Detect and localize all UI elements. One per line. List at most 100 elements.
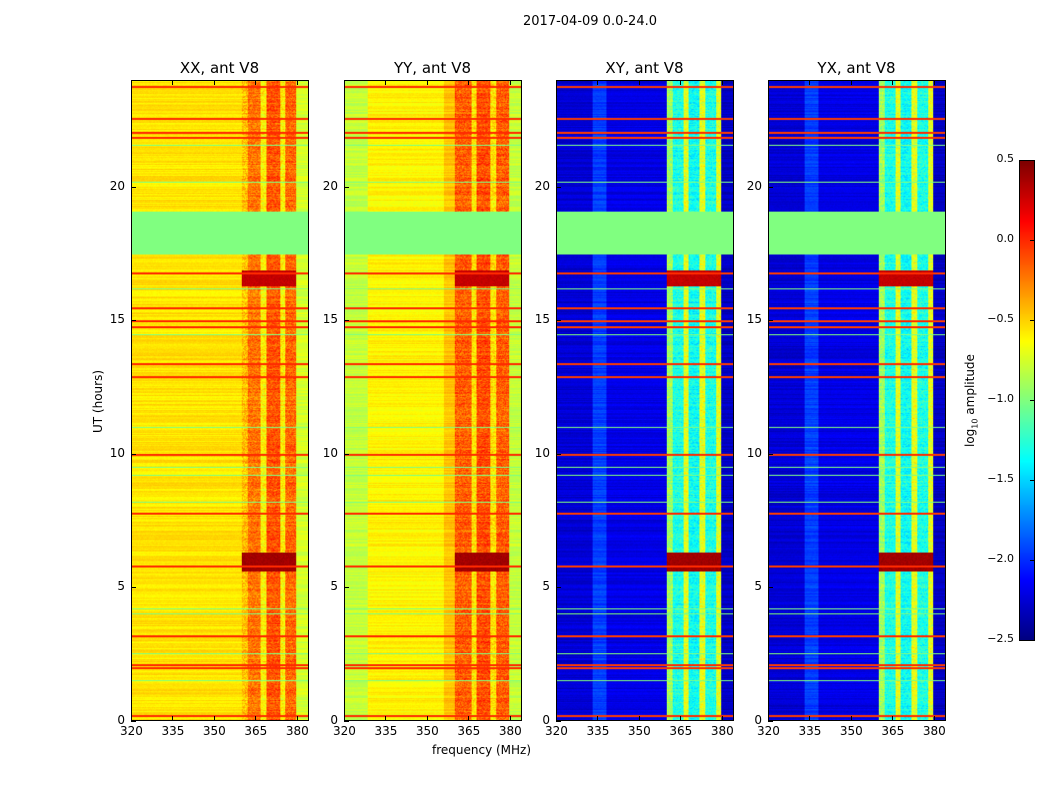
x-tick-mark (509, 716, 511, 721)
x-tick-label: 335 (161, 724, 185, 738)
y-tick-label: 0 (542, 713, 550, 727)
y-tick-mark (556, 721, 561, 722)
y-tick-mark (556, 587, 561, 589)
x-tick-label: 380 (922, 724, 946, 738)
y-tick-label: 0 (754, 713, 762, 727)
x-tick-label: 350 (839, 724, 863, 738)
y-tick-mark (768, 721, 773, 722)
x-tick-mark (172, 716, 174, 721)
colorbar-tick-mark (1030, 480, 1034, 481)
colorbar-tick-label: −1.5 (987, 472, 1014, 485)
x-tick-label: 350 (415, 724, 439, 738)
y-tick-label: 5 (330, 579, 338, 594)
colorbar-tick-label: −2.5 (987, 632, 1014, 645)
x-tick-label: 335 (374, 724, 398, 738)
x-tick-mark (597, 80, 599, 85)
x-tick-mark (809, 716, 811, 721)
colorbar-tick-mark (1030, 400, 1034, 401)
colorbar-tick-label: 0.0 (996, 232, 1015, 245)
x-tick-mark (809, 80, 811, 85)
x-tick-label: 350 (627, 724, 651, 738)
panel-title-0: XX, ant V8 (179, 59, 260, 77)
y-tick-mark (131, 453, 136, 455)
x-tick-mark (768, 716, 769, 721)
x-tick-mark (638, 716, 640, 721)
x-tick-mark (385, 716, 387, 721)
colorbar-tick-mark (1030, 640, 1034, 641)
x-tick-label: 365 (457, 724, 481, 738)
x-axis-label: frequency (MHz) (432, 743, 532, 757)
y-tick-label: 15 (746, 312, 762, 327)
y-tick-label: 5 (117, 579, 125, 594)
x-tick-label: 365 (669, 724, 693, 738)
y-tick-label: 20 (746, 178, 762, 193)
x-tick-mark (426, 80, 428, 85)
colorbar-tick-label: −1.0 (987, 392, 1014, 405)
x-tick-label: 335 (586, 724, 610, 738)
x-tick-mark (255, 80, 257, 85)
y-tick-label: 0 (330, 713, 338, 727)
x-tick-label: 350 (202, 724, 226, 738)
y-tick-mark (344, 453, 349, 455)
x-tick-mark (296, 80, 298, 85)
y-tick-label: 15 (322, 312, 338, 327)
x-tick-mark (556, 716, 557, 721)
heatmap-yx (768, 80, 946, 721)
x-tick-mark (892, 80, 894, 85)
colorbar-tick-mark (1030, 320, 1034, 321)
x-tick-mark (468, 80, 470, 85)
x-tick-mark (385, 80, 387, 85)
x-tick-mark (255, 716, 257, 721)
panel-title-2: XY, ant V8 (605, 59, 684, 77)
x-tick-mark (768, 80, 769, 85)
y-tick-label: 0 (117, 713, 125, 727)
x-tick-mark (213, 80, 215, 85)
x-tick-label: 320 (757, 724, 780, 738)
x-tick-label: 380 (710, 724, 734, 738)
y-tick-mark (768, 453, 773, 455)
y-tick-label: 20 (322, 178, 338, 193)
y-tick-mark (131, 186, 136, 188)
y-tick-mark (556, 320, 561, 322)
x-tick-mark (892, 716, 894, 721)
figure-title: 2017-04-09 0.0-24.0 (523, 14, 657, 29)
heatmap-xy (556, 80, 734, 721)
colorbar (1019, 160, 1035, 641)
y-tick-mark (768, 587, 773, 589)
y-tick-label: 10 (746, 445, 762, 460)
x-tick-mark (344, 80, 345, 85)
x-tick-label: 335 (798, 724, 822, 738)
y-tick-mark (344, 320, 349, 322)
colorbar-label: log10 amplitude (963, 354, 980, 447)
y-tick-label: 20 (109, 178, 125, 193)
y-tick-label: 10 (534, 445, 550, 460)
x-tick-label: 320 (120, 724, 143, 738)
panel-title-3: YX, ant V8 (817, 59, 896, 77)
heatmap-yy (344, 80, 522, 721)
x-tick-mark (597, 716, 599, 721)
x-tick-mark (680, 80, 682, 85)
x-tick-label: 380 (285, 724, 309, 738)
y-tick-mark (131, 320, 136, 322)
y-tick-label: 5 (542, 579, 550, 594)
colorbar-tick-mark (1030, 240, 1034, 241)
x-tick-mark (213, 716, 215, 721)
y-tick-label: 20 (534, 178, 550, 193)
y-tick-mark (344, 721, 349, 722)
y-tick-mark (556, 186, 561, 188)
colorbar-tick-label: 0.5 (996, 152, 1015, 165)
y-tick-label: 5 (754, 579, 762, 594)
y-tick-mark (768, 320, 773, 322)
y-tick-mark (344, 587, 349, 589)
x-tick-label: 320 (545, 724, 568, 738)
y-axis-label: UT (hours) (91, 369, 105, 433)
y-tick-label: 10 (109, 445, 125, 460)
colorbar-tick-mark (1030, 560, 1034, 561)
x-tick-mark (638, 80, 640, 85)
colorbar-tick-label: −0.5 (987, 312, 1014, 325)
x-tick-mark (344, 716, 345, 721)
x-tick-label: 380 (498, 724, 522, 738)
y-tick-mark (768, 186, 773, 188)
x-tick-label: 365 (244, 724, 268, 738)
